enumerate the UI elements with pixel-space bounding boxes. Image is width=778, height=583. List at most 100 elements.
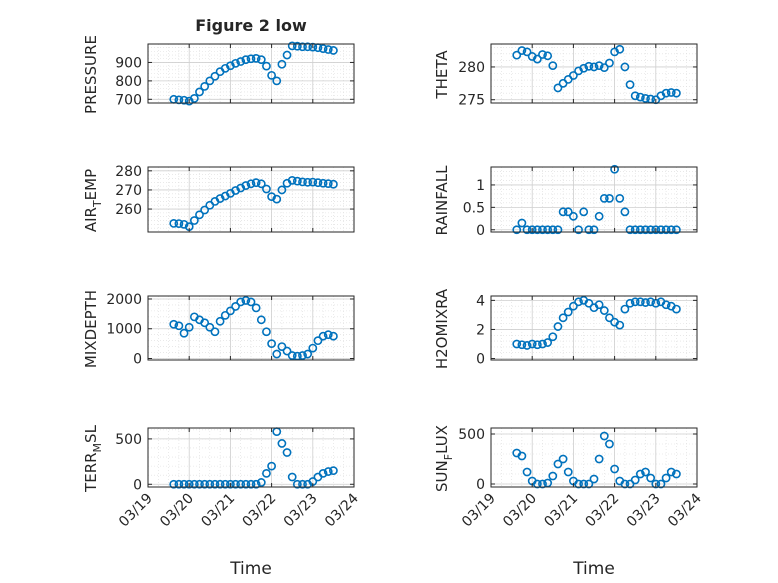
data-point [646, 473, 656, 483]
data-point [282, 346, 292, 356]
data-point [292, 176, 302, 186]
data-point [553, 83, 563, 93]
data-point [656, 479, 666, 489]
data-point [220, 479, 230, 489]
data-point [323, 330, 333, 340]
data-point [538, 339, 547, 349]
data-point [620, 62, 630, 72]
data-point [251, 178, 261, 188]
data-point [661, 300, 671, 310]
data-point [594, 211, 604, 221]
data-point [594, 300, 604, 310]
data-point [584, 225, 594, 235]
data-point [282, 448, 292, 457]
data-point [179, 95, 189, 105]
data-point [589, 62, 599, 72]
data-point [313, 336, 323, 346]
data-point [672, 304, 681, 314]
data-point [303, 42, 313, 52]
data-point [225, 306, 235, 316]
data-point [574, 297, 583, 307]
data-point [625, 298, 635, 308]
data-point [635, 92, 645, 102]
data-point [569, 211, 578, 221]
x-tick-label: 03/19 [116, 491, 156, 531]
y-tick-label: 0 [476, 477, 485, 493]
y-tick-label: 0.5 [463, 200, 485, 216]
data-point [646, 297, 656, 307]
data-point [195, 479, 204, 489]
data-point [169, 319, 179, 329]
data-point [277, 342, 287, 351]
data-point [543, 51, 553, 61]
data-point [267, 192, 276, 202]
data-point [558, 207, 568, 217]
subplot-mixdepth: 0 1000 2000 MIXDEPTH [82, 290, 355, 368]
data-point [641, 467, 650, 477]
x-tick-label: 03/22 [583, 491, 623, 531]
data-point [517, 218, 527, 228]
data-point [236, 57, 246, 66]
data-point [610, 464, 619, 474]
data-point [231, 479, 240, 489]
data-series [169, 296, 338, 361]
subplot-theta: 275 280 THETA [433, 43, 698, 109]
data-point [666, 467, 676, 477]
data-point [298, 42, 307, 52]
data-point [256, 179, 266, 189]
data-point [527, 225, 537, 235]
plot-area [148, 428, 354, 487]
figure-title: Figure 2 low [195, 16, 307, 35]
axes-box [147, 427, 355, 488]
x-tick-label: 03/21 [198, 491, 238, 531]
data-point [169, 218, 179, 228]
y-tick-label: 800 [115, 74, 142, 90]
data-point [205, 76, 215, 86]
data-point [328, 466, 338, 476]
subplot-terr-msl: 0 500 03/19 03/20 03/21 03/22 03/23 03/24 TERRMS… [82, 424, 362, 530]
data-series [512, 295, 681, 350]
data-point [272, 349, 282, 359]
data-point [231, 58, 240, 68]
data-point [308, 177, 318, 187]
y-tick-label: 900 [115, 55, 142, 71]
data-point [512, 225, 522, 235]
axes-box [490, 295, 698, 361]
y-tick-label: 700 [115, 92, 142, 108]
subplot-air-temp: 260 270 280 AIRTEMP [82, 164, 355, 233]
data-point [563, 307, 573, 317]
data-point [563, 467, 573, 477]
plot-area [491, 428, 697, 487]
axes-box [490, 166, 698, 233]
data-point [563, 207, 573, 217]
data-point [672, 225, 681, 235]
data-point [282, 50, 292, 60]
data-point [256, 315, 266, 325]
data-point [630, 475, 640, 485]
y-tick-label: 0 [133, 352, 142, 368]
data-point [189, 479, 199, 489]
data-point [215, 479, 225, 489]
data-point [543, 225, 553, 235]
data-point [225, 479, 235, 489]
data-point [605, 58, 614, 68]
data-point [651, 225, 661, 235]
data-point [267, 339, 276, 349]
data-point [318, 44, 328, 54]
y-axis-label: RAINFALL [433, 165, 451, 236]
x-tick-label: 03/23 [624, 491, 664, 531]
y-tick-label: 280 [115, 164, 142, 180]
data-point [205, 322, 215, 332]
data-point [174, 321, 184, 331]
data-point [262, 184, 271, 194]
data-point [543, 338, 553, 347]
data-point [236, 479, 246, 489]
y-axis-label: PRESSURE [82, 35, 100, 114]
data-point [553, 225, 563, 235]
data-point [641, 225, 650, 235]
data-point [287, 41, 297, 51]
axes-box [490, 43, 698, 104]
y-tick-label: 270 [115, 183, 142, 199]
data-point [605, 313, 614, 323]
